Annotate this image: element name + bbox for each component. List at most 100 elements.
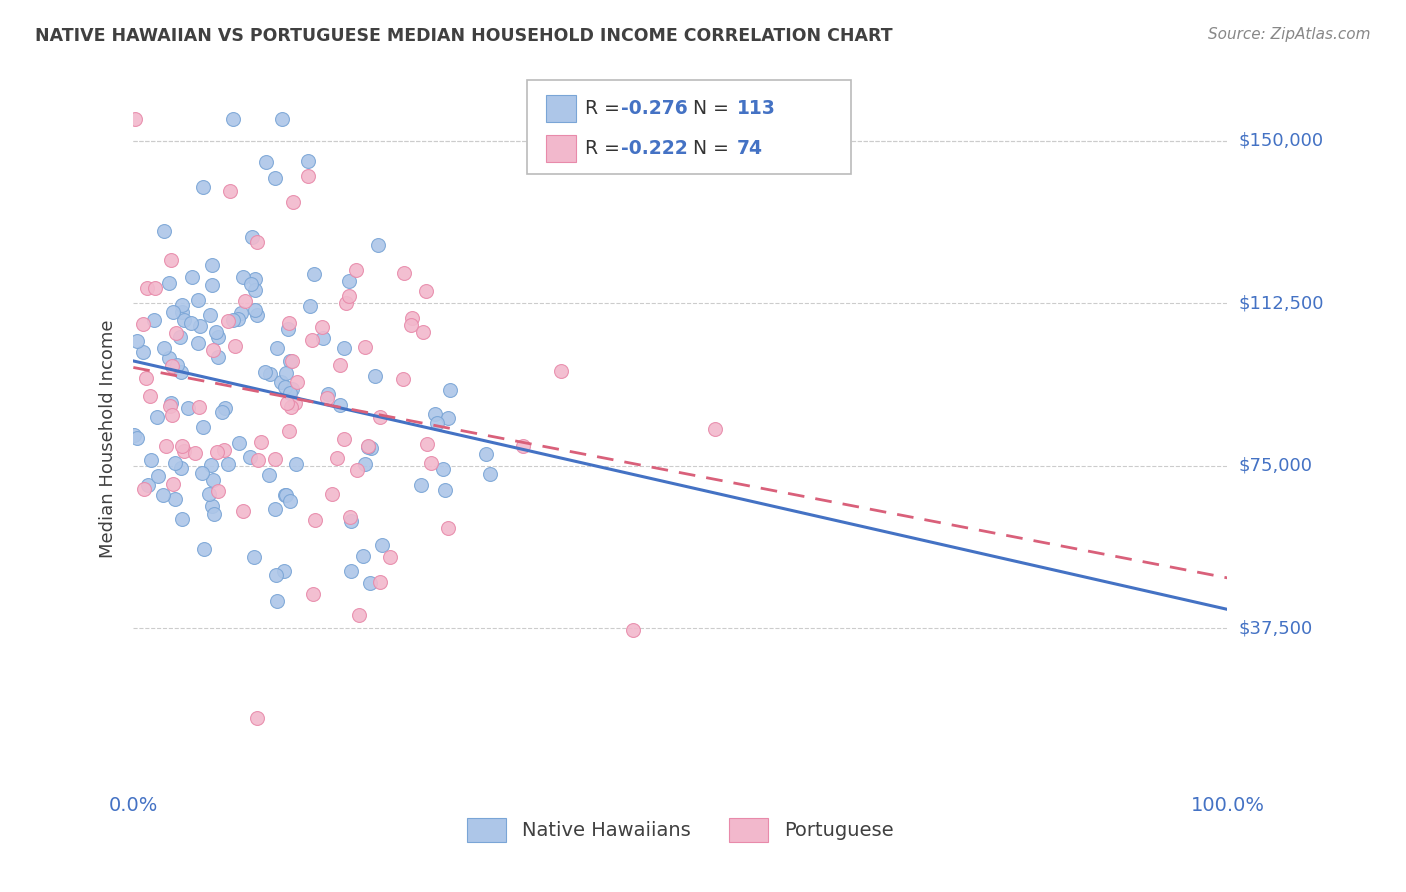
Point [264,502,287,516]
Point [304,513,326,527]
Point [193,179,215,194]
Point [399,318,422,332]
Point [139,389,162,403]
Point [278,354,301,368]
Point [259,367,281,381]
Point [222,313,245,327]
Point [139,453,162,467]
Point [281,195,304,210]
Point [359,576,381,591]
Point [146,469,169,483]
Point [284,396,307,410]
Point [170,512,193,526]
Point [257,467,280,482]
Point [270,112,292,126]
Point [321,486,343,500]
Text: N =: N = [681,99,734,118]
Point [217,314,239,328]
Point [181,269,204,284]
Point [352,549,374,564]
Point [311,319,333,334]
Point [479,467,502,481]
Point [354,340,377,354]
Point [512,439,534,453]
Point [162,305,184,319]
Point [228,435,250,450]
Point [233,294,256,309]
Point [333,432,356,446]
Point [172,298,194,312]
Point [425,407,447,421]
Point [368,574,391,589]
Point [169,330,191,344]
Point [155,439,177,453]
Point [160,396,183,410]
Point [266,594,288,608]
Point [354,457,377,471]
Point [370,410,392,425]
Point [152,488,174,502]
Point [127,431,149,445]
Point [316,391,339,405]
Point [239,450,262,464]
Point [276,396,298,410]
Point [401,310,423,325]
Point [416,437,439,451]
Point [157,351,180,366]
Point [312,331,335,345]
Point [277,316,299,330]
Point [135,371,157,385]
Point [370,539,392,553]
Point [278,424,301,438]
Point [415,284,437,298]
Point [254,154,277,169]
Point [426,417,449,431]
Point [165,326,187,340]
Point [211,405,233,419]
Point [132,317,155,331]
Point [339,510,361,524]
Point [299,299,322,313]
Point [187,293,209,307]
Point [339,274,361,288]
Point [325,450,347,465]
Point [302,587,325,601]
Y-axis label: Median Household Income: Median Household Income [100,319,117,558]
Text: R =: R = [585,139,626,158]
Point [187,336,209,351]
Point [180,316,202,330]
Point [409,478,432,492]
Point [357,439,380,453]
Point [412,325,434,339]
Point [337,289,360,303]
Point [357,440,380,454]
Point [143,280,166,294]
Point [207,351,229,365]
Point [246,308,269,322]
Point [297,169,319,183]
Point [703,422,725,436]
Point [245,283,267,297]
Point [135,281,157,295]
Point [142,313,165,327]
Point [132,482,155,496]
Point [157,276,180,290]
Point [367,238,389,252]
Point [201,277,224,292]
Point [621,623,644,637]
Point [246,711,269,725]
Point [159,399,181,413]
Point [392,266,415,280]
Point [280,401,302,415]
Point [212,443,235,458]
Point [332,341,354,355]
Point [124,428,146,442]
Point [146,409,169,424]
Point [264,451,287,466]
Point [226,311,249,326]
Text: R =: R = [585,99,626,118]
Point [243,302,266,317]
Point [170,460,193,475]
Point [205,444,228,458]
Point [245,271,267,285]
